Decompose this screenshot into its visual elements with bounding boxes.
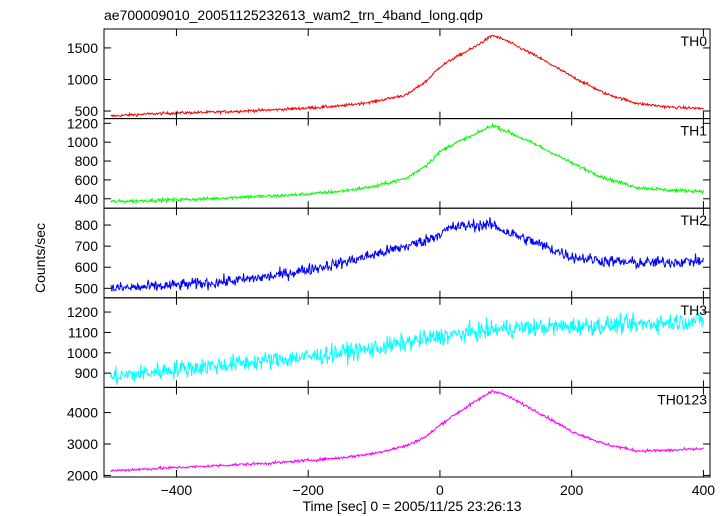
y-axis-label: Counts/sec <box>32 223 48 293</box>
y-tick-label: 2000 <box>67 467 98 483</box>
x-tick-label: 400 <box>692 482 716 498</box>
panel-frame <box>103 386 711 478</box>
y-tick-label: 600 <box>75 172 99 188</box>
panel-th0123: 2000 3000 4000 TH0123 <box>67 386 711 483</box>
x-tick-label: 200 <box>560 482 584 498</box>
light-curve-th1 <box>110 122 704 205</box>
panel-label: TH2 <box>681 212 708 228</box>
y-tick-label: 500 <box>75 103 99 119</box>
y-tick-label: 1200 <box>67 304 98 320</box>
panel-label: TH3 <box>681 302 708 318</box>
y-tick-label: 1500 <box>67 40 98 56</box>
chart-title: ae700009010_20051125232613_wam2_trn_4ban… <box>104 7 483 23</box>
x-tick-label: −400 <box>161 482 193 498</box>
light-curve-th0 <box>110 34 704 118</box>
y-tick-label: 400 <box>75 191 99 207</box>
light-curve-th0123 <box>110 389 704 473</box>
panel-label: TH0123 <box>657 391 707 407</box>
y-tick-label: 500 <box>75 280 99 296</box>
y-tick-label: 1000 <box>67 345 98 361</box>
light-curve-th2 <box>110 217 704 292</box>
y-tick-label: 1200 <box>67 115 98 131</box>
y-tick-label: 1000 <box>67 71 98 87</box>
y-tick-label: 1000 <box>67 134 98 150</box>
y-tick-label: 4000 <box>67 405 98 421</box>
x-tick-label: 0 <box>436 482 444 498</box>
y-tick-label: 600 <box>75 259 99 275</box>
panels-group: 500 1000 1500 TH0 400 600 800 1000 1200 TH1 500 600… <box>67 28 716 498</box>
y-tick-label: 3000 <box>67 436 98 452</box>
x-tick-label: −200 <box>292 482 324 498</box>
light-curve-th3 <box>110 312 704 386</box>
panel-label: TH0 <box>681 33 708 49</box>
y-tick-label: 800 <box>75 153 99 169</box>
x-axis-label: Time [sec] 0 = 2005/11/25 23:26:13 <box>302 498 521 514</box>
y-tick-label: 900 <box>75 365 99 381</box>
y-tick-label: 700 <box>75 238 99 254</box>
y-tick-label: 1100 <box>68 324 98 340</box>
panel-label: TH1 <box>681 123 708 139</box>
y-tick-label: 800 <box>75 217 99 233</box>
